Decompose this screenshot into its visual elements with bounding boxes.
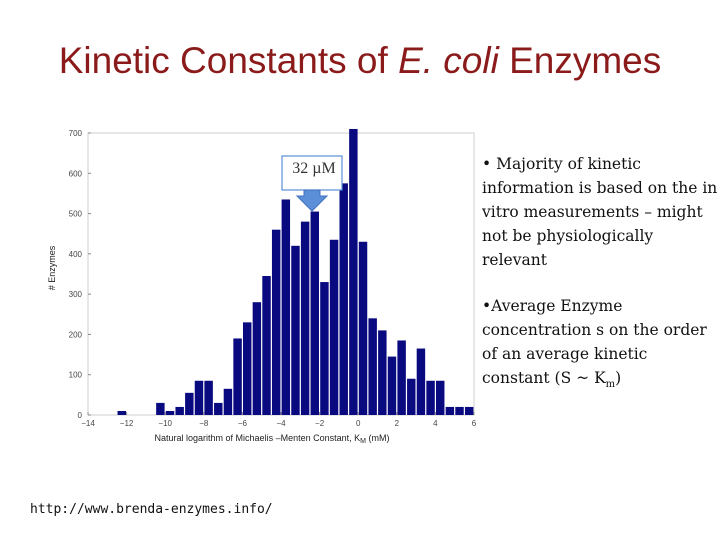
histogram-bar <box>426 380 435 415</box>
bullet-list: • Majority of kinetic information is bas… <box>482 152 718 419</box>
y-tick-label: 600 <box>69 169 83 178</box>
histogram-bar <box>194 380 204 415</box>
histogram-bar <box>445 406 455 415</box>
slide-title: Kinetic Constants of E. coli Enzymes <box>58 40 662 81</box>
x-tick-label: −10 <box>158 419 172 428</box>
y-tick-label: 200 <box>69 330 83 339</box>
callout-box <box>281 155 343 191</box>
histogram-bar <box>416 348 426 415</box>
histogram-bar <box>117 410 126 415</box>
source-url: http://www.brenda-enzymes.info/ <box>30 502 273 517</box>
histogram-bar <box>320 282 329 415</box>
y-tick-label: 100 <box>69 371 83 380</box>
y-tick-label: 500 <box>69 210 83 219</box>
histogram-bar <box>464 406 474 415</box>
y-tick-label: 400 <box>69 250 83 259</box>
histogram-bar <box>175 406 184 415</box>
y-tick-label: 0 <box>78 411 83 420</box>
histogram-bar <box>233 338 242 415</box>
histogram-bar <box>165 410 175 415</box>
x-tick-label: 4 <box>433 419 438 428</box>
y-tick-label: 300 <box>69 290 83 299</box>
histogram-bar <box>223 388 233 415</box>
x-tick-label: 2 <box>395 419 400 428</box>
histogram-bar <box>271 229 281 415</box>
x-tick-label: −8 <box>199 419 209 428</box>
down-arrow-icon <box>295 189 329 212</box>
histogram-bar <box>407 378 416 415</box>
histogram-bar <box>291 245 300 415</box>
histogram-bar <box>185 392 194 415</box>
histogram-bar <box>156 402 165 415</box>
y-axis-ticks: 0 100 200 300 400 500 600 700 <box>69 129 91 420</box>
histogram-bar <box>281 199 291 415</box>
histogram-bar <box>204 380 213 415</box>
histogram-bar <box>368 318 377 415</box>
histogram-bar <box>310 211 319 415</box>
histogram-bar <box>252 302 262 415</box>
histogram-bar <box>300 221 310 415</box>
histogram-bar <box>262 276 271 415</box>
bullet-2: •Average Enzyme concentration s on the o… <box>482 297 707 391</box>
histogram-bar <box>329 239 339 415</box>
x-tick-label: −6 <box>238 419 248 428</box>
x-axis-ticks: −14 −12 −10 −8 −6 −4 −2 0 2 4 6 <box>81 412 477 428</box>
histogram-bar <box>397 340 406 415</box>
x-tick-label: −4 <box>276 419 286 428</box>
plot-area <box>87 132 475 416</box>
x-tick-label: 0 <box>356 419 361 428</box>
x-axis-label: Natural logarithm of Michaelis –Menten C… <box>155 433 390 445</box>
bullet-1: • Majority of kinetic information is bas… <box>482 155 718 269</box>
callout-label: 32 µM <box>292 160 336 177</box>
histogram-bars <box>117 128 474 415</box>
histogram-bar <box>339 183 348 415</box>
y-tick-label: 700 <box>69 129 83 138</box>
x-tick-label: −2 <box>315 419 325 428</box>
histogram-bar <box>436 380 445 415</box>
histogram-bar <box>455 406 464 415</box>
histogram-bar <box>387 356 397 415</box>
x-tick-label: 6 <box>472 419 477 428</box>
histogram-bar <box>243 322 252 415</box>
x-tick-label: −14 <box>81 419 95 428</box>
y-axis-label: # Enzymes <box>47 245 57 290</box>
callout-arrow <box>281 155 343 212</box>
histogram-bar <box>349 128 358 415</box>
histogram-bar <box>378 330 387 415</box>
histogram-bar <box>214 402 223 415</box>
x-tick-label: −12 <box>120 419 134 428</box>
histogram-bar <box>358 241 368 415</box>
